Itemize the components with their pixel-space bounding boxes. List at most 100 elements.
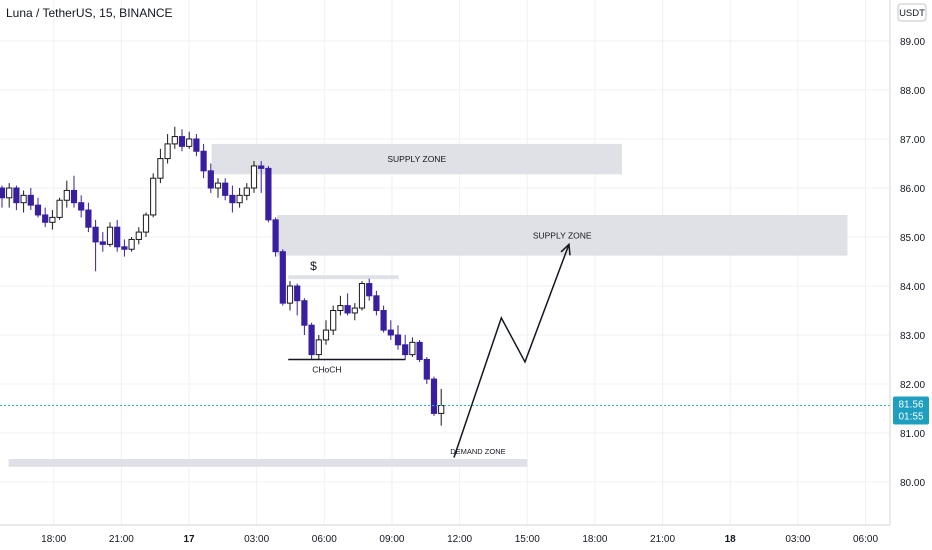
candle	[13, 187, 20, 204]
candle	[186, 138, 193, 147]
candle	[351, 307, 358, 314]
candle	[286, 285, 294, 304]
price-tick: 84.00	[900, 282, 925, 293]
candle	[279, 251, 286, 304]
candle	[250, 165, 258, 189]
candle	[258, 165, 265, 169]
candle	[380, 310, 387, 331]
candle	[63, 189, 70, 201]
zone-1[interactable]	[276, 214, 848, 256]
last-price-countdown: 01:55	[898, 412, 923, 423]
zone-label: SUPPLY ZONE	[387, 154, 446, 164]
candle	[34, 204, 42, 216]
time-tick: 03:00	[244, 534, 269, 545]
candle	[423, 359, 430, 380]
candle	[207, 170, 214, 189]
time-axis[interactable]: 18:00 21:00 17 03:00 06:00 09:00 12:00 15:00 18:…	[41, 534, 878, 545]
zones: SUPPLY ZONE SUPPLY ZONE DEMAND ZONE $	[8, 143, 848, 467]
price-tick: 83.00	[900, 331, 925, 342]
candle	[409, 341, 416, 356]
candle	[157, 158, 164, 179]
candle	[394, 334, 402, 346]
projection-arrowhead	[560, 242, 571, 256]
time-tick: 06:00	[312, 534, 337, 545]
projection-path[interactable]	[453, 244, 570, 458]
candle	[430, 378, 438, 414]
candle	[358, 283, 366, 309]
candle	[416, 341, 423, 361]
currency-badge[interactable]: USDT	[897, 3, 927, 22]
price-tick: 86.00	[900, 184, 925, 195]
time-tick: 03:00	[785, 534, 810, 545]
candle	[20, 194, 27, 204]
candle	[200, 150, 207, 172]
candle	[70, 189, 78, 204]
price-axis[interactable]: 89.00 88.00 87.00 86.00 85.00 84.00 83.00 82.00…	[900, 37, 925, 489]
zone-0[interactable]	[211, 143, 622, 175]
candle	[315, 339, 322, 356]
candle	[121, 246, 128, 250]
candle	[387, 329, 394, 336]
time-tick: 09:00	[379, 534, 404, 545]
candle	[171, 136, 178, 145]
candle	[150, 177, 157, 216]
last-price-value: 81.56	[898, 400, 923, 411]
time-tick: 21:00	[109, 534, 134, 545]
price-tick: 89.00	[900, 37, 925, 48]
candle	[402, 344, 409, 356]
candle	[78, 202, 85, 211]
chart-title: Luna / TetherUS, 15, BINANCE	[6, 6, 173, 20]
price-tick: 80.00	[900, 478, 925, 489]
zone-2[interactable]	[8, 458, 528, 467]
candle	[128, 238, 135, 250]
currency-badge-label: USDT	[899, 8, 925, 19]
candle	[322, 329, 330, 341]
choch-label: CHoCH	[312, 364, 341, 374]
candle	[337, 305, 344, 312]
time-tick: 15:00	[515, 534, 540, 545]
time-tick: 18	[725, 534, 737, 545]
price-tick: 88.00	[900, 86, 925, 97]
candle	[6, 187, 13, 199]
candle	[92, 226, 99, 243]
price-tick: 81.00	[900, 429, 925, 440]
time-tick: 18:00	[41, 534, 66, 545]
time-tick: 18:00	[582, 534, 607, 545]
candle	[344, 305, 351, 314]
candle	[106, 226, 114, 245]
candle	[193, 138, 200, 152]
grid	[0, 0, 890, 525]
candle	[294, 285, 301, 302]
candle	[135, 231, 142, 240]
candle	[42, 214, 49, 223]
candle	[373, 295, 380, 311]
candle	[243, 187, 250, 196]
candle	[142, 214, 150, 233]
zone-label: SUPPLY ZONE	[533, 230, 592, 240]
zone-label: DEMAND ZONE	[450, 447, 505, 456]
candle	[222, 182, 229, 196]
candle	[301, 300, 308, 326]
price-tick: 87.00	[900, 135, 925, 146]
time-tick: 17	[183, 534, 195, 545]
zone-label: $	[310, 259, 317, 273]
candle	[330, 310, 337, 331]
time-tick: 21:00	[650, 534, 675, 545]
candle	[229, 194, 236, 204]
candle	[178, 136, 186, 147]
candle	[56, 199, 63, 218]
candle	[164, 143, 171, 160]
candle	[366, 283, 373, 297]
candle	[99, 241, 106, 245]
candle	[27, 194, 34, 206]
drawings: CHoCH	[0, 242, 890, 458]
zone-3[interactable]	[288, 275, 399, 280]
last-price-badge: 81.56 01:55	[893, 396, 929, 425]
time-tick: 06:00	[853, 534, 878, 545]
time-tick: 12:00	[447, 534, 472, 545]
price-tick: 85.00	[900, 233, 925, 244]
candle	[438, 405, 445, 414]
candle	[236, 194, 243, 204]
candle	[272, 219, 279, 253]
